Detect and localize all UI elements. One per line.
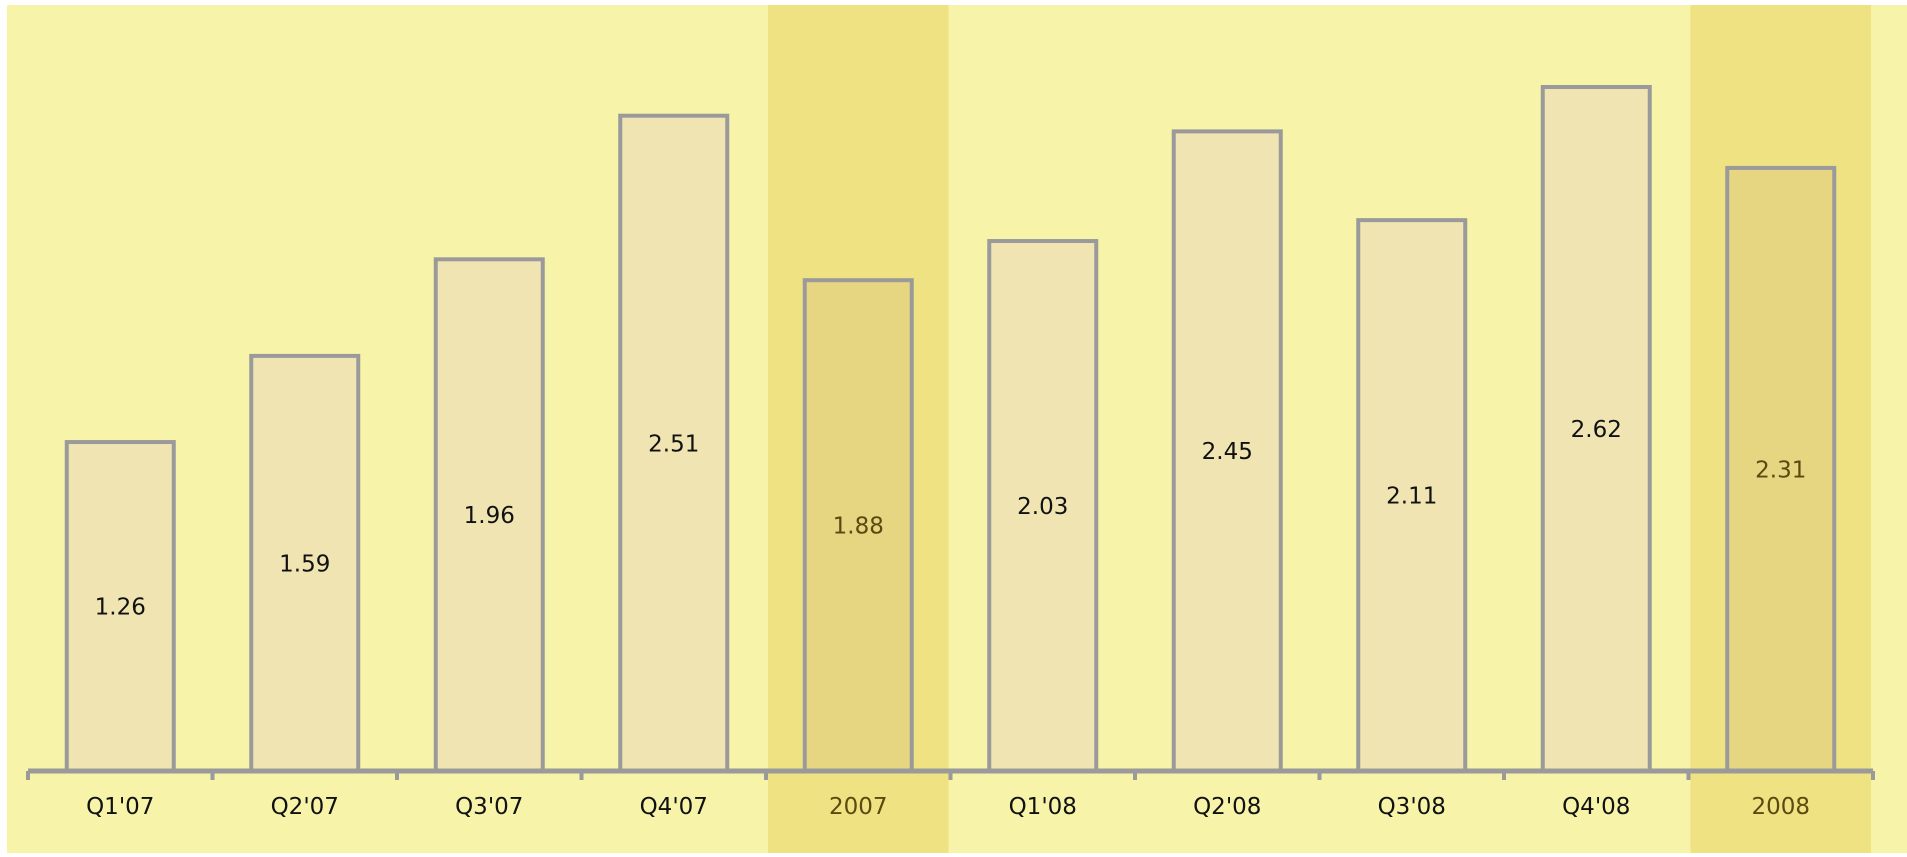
x-tick-label-2008: 2008 xyxy=(1751,794,1810,820)
x-tick-label-q3-08: Q3'08 xyxy=(1378,794,1446,820)
bar-q1-07 xyxy=(64,440,176,773)
value-label-q3-07: 1.96 xyxy=(464,503,515,529)
value-label-q2-08: 2.45 xyxy=(1202,439,1253,465)
value-label-q1-07: 1.26 xyxy=(95,595,146,621)
x-tick-label-q1-08: Q1'08 xyxy=(1009,794,1077,820)
x-axis xyxy=(26,768,1875,780)
x-tick-label-q2-07: Q2'07 xyxy=(271,794,339,820)
bar-q4-08 xyxy=(1540,84,1652,773)
x-tick-label-q4-08: Q4'08 xyxy=(1562,794,1630,820)
x-tick-label-2007: 2007 xyxy=(829,794,888,820)
value-label-q3-08: 2.11 xyxy=(1386,484,1437,510)
value-label-2008: 2.31 xyxy=(1755,457,1806,483)
bar-q1-08 xyxy=(987,239,1099,773)
value-label-2007: 1.88 xyxy=(833,514,884,540)
value-label-q4-07: 2.51 xyxy=(648,431,699,457)
x-tick-label-q2-08: Q2'08 xyxy=(1193,794,1261,820)
x-tick-labels: Q1'07 Q2'07 Q3'07 Q4'07 2007 Q1'08 Q2'08 Q3'08 Q… xyxy=(86,794,1810,820)
value-label-q1-08: 2.03 xyxy=(1017,494,1068,520)
x-tick-label-q4-07: Q4'07 xyxy=(640,794,708,820)
x-tick-label-q3-07: Q3'07 xyxy=(455,794,523,820)
value-label-q2-07: 1.59 xyxy=(279,551,330,577)
value-labels: 1.26 1.59 1.96 2.51 1.88 2.03 2.45 2.11 2.62 2.31 xyxy=(95,417,1807,621)
bar-q3-08 xyxy=(1356,218,1468,773)
x-tick-label-q1-07: Q1'07 xyxy=(86,794,154,820)
bars xyxy=(64,84,1837,774)
value-label-q4-08: 2.62 xyxy=(1571,417,1622,443)
bar-q2-08 xyxy=(1171,129,1283,773)
